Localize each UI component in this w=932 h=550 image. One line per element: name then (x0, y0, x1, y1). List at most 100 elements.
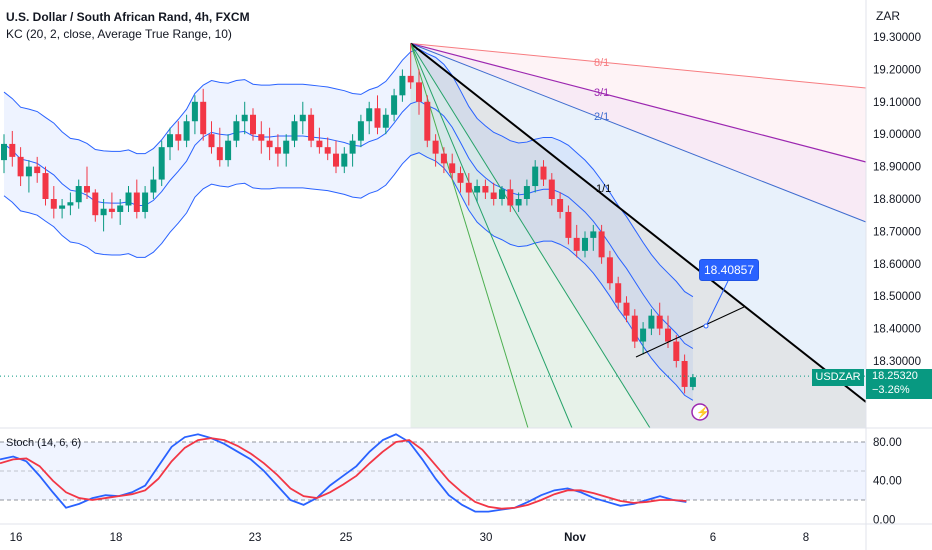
candle-body (474, 186, 481, 193)
candle-body (108, 208, 115, 212)
trend-line-price-label[interactable]: 18.40857 (699, 259, 759, 281)
fan-line-1-2 (410, 43, 651, 429)
candle-body (9, 143, 16, 157)
price-tick-label: 18.90000 (873, 162, 921, 174)
candle-body (167, 134, 173, 148)
candle-body (399, 75, 406, 96)
price-tick-label: 18.40000 (873, 324, 921, 336)
candle-body (548, 179, 555, 199)
fan-label: 8/1 (594, 57, 609, 69)
stoch-tick-label: 40.00 (873, 476, 902, 488)
chart-title: U.S. Dollar / South African Rand, 4h, FX… (6, 10, 250, 24)
last-price-tag: 18.25320 −3.26% (866, 369, 932, 399)
time-tick-label: Nov (564, 532, 586, 544)
candle-body (357, 121, 364, 141)
candle-body (133, 192, 140, 212)
candle-body (333, 153, 339, 167)
candle-body (216, 147, 223, 161)
candle-body (424, 101, 431, 141)
candle-body (573, 237, 580, 251)
candle-body (416, 82, 422, 102)
price-tick-label: 18.50000 (873, 291, 921, 303)
fan-line-1-1 (410, 42, 867, 403)
candle-body (67, 202, 74, 206)
candle-body (200, 101, 207, 135)
candle-body (673, 341, 680, 361)
time-tick-label: 30 (480, 532, 493, 544)
candle-body (349, 140, 356, 154)
candle-body (648, 315, 655, 329)
fan-label: 3/1 (594, 87, 609, 99)
price-tick-label: 18.70000 (873, 226, 921, 238)
candle-body (316, 140, 323, 148)
candle-body (142, 192, 149, 212)
candle-body (291, 121, 298, 141)
fan-line-3-1 (410, 42, 867, 163)
price-tick-label: 19.10000 (873, 97, 921, 109)
candle-body (299, 114, 306, 122)
candle-body (324, 147, 331, 154)
candle-body (117, 205, 124, 212)
candle-body (274, 147, 281, 154)
candle-body (507, 189, 514, 206)
fan-line-8-1 (410, 42, 867, 89)
currency-label[interactable]: ZAR (876, 9, 900, 23)
candle-body (640, 328, 647, 342)
candle-body (250, 114, 256, 135)
candle-body (191, 101, 198, 122)
candle-body (598, 231, 605, 258)
candle-body (482, 186, 489, 193)
candle-body (499, 189, 505, 199)
candle-body (606, 257, 613, 284)
price-tick-label: 19.30000 (873, 32, 921, 44)
candle-body (241, 114, 248, 122)
candle-body (623, 302, 630, 316)
fan-line-1-3 (410, 43, 573, 429)
candle-body (59, 205, 66, 209)
candle-body (681, 361, 688, 387)
stoch-tick-label: 80.00 (873, 437, 902, 449)
price-tick-label: 18.30000 (873, 356, 921, 368)
candle-body (42, 173, 49, 199)
candle-body (308, 114, 315, 141)
candle-body (366, 108, 373, 122)
kc-lower-line (3, 152, 694, 401)
candle-body (100, 208, 107, 216)
candle-body (266, 140, 273, 148)
stoch-d-line (0, 437, 687, 510)
price-tick-label: 18.60000 (873, 259, 921, 271)
candle-body (283, 140, 290, 154)
time-tick-label: 16 (10, 532, 23, 544)
time-tick-label: 25 (340, 532, 353, 544)
candle-body (540, 166, 547, 180)
candle-body (233, 121, 240, 141)
time-tick-label: 8 (803, 532, 809, 544)
candle-body (34, 166, 41, 174)
candle-body (457, 173, 464, 183)
candle-body (125, 192, 132, 206)
candle-body (557, 199, 564, 212)
candle-body (175, 134, 182, 141)
candle-body (407, 75, 414, 83)
candle-body (523, 186, 530, 199)
candle-body (631, 315, 638, 342)
price-change: −3.26% (872, 384, 910, 396)
stoch-tick-label: 0.00 (873, 514, 895, 526)
candle-body (391, 95, 398, 115)
candle-body (92, 192, 99, 216)
price-tick-label: 19.20000 (873, 64, 921, 76)
candle-body (150, 179, 157, 193)
time-tick-label: 23 (249, 532, 262, 544)
candle-body (17, 156, 24, 177)
candle-body (689, 377, 696, 387)
callout-pointer (705, 280, 729, 327)
candle-body (75, 186, 82, 203)
price-tick-label: 19.00000 (873, 129, 921, 141)
last-price: 18.25320 (872, 370, 918, 382)
stoch-legend[interactable]: Stoch (14, 6, 6) (6, 437, 82, 449)
candle-body (1, 143, 7, 161)
candle-body (432, 140, 439, 154)
indicator-legend[interactable]: KC (20, 2, close, Average True Range, 10… (6, 27, 232, 41)
candle-body (615, 283, 622, 303)
